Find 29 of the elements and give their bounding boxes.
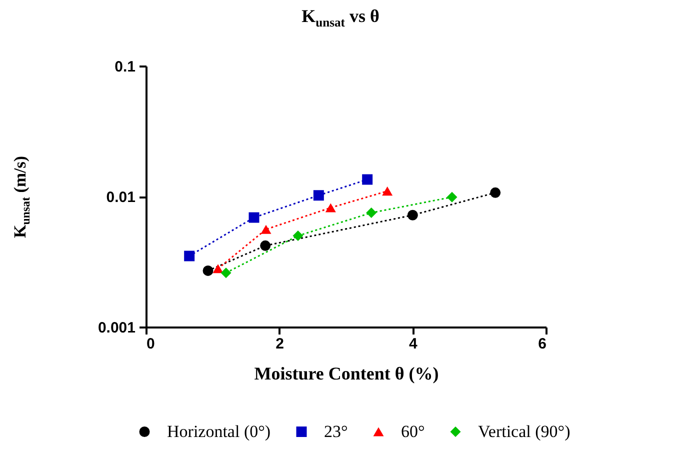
x-tick-label: 2 <box>276 336 284 352</box>
legend-label: Vertical (90°) <box>478 422 570 441</box>
point <box>260 240 271 251</box>
legend-label: 23° <box>324 422 348 441</box>
point <box>248 212 260 223</box>
chart-title: K$_{unsat}$ vs θ <box>300 6 380 31</box>
y-tick-label: 0.001 <box>98 320 136 336</box>
point <box>490 187 501 198</box>
point <box>362 174 373 185</box>
point <box>260 224 272 234</box>
point <box>325 203 336 212</box>
point <box>313 190 324 201</box>
x-tick-label: 4 <box>408 336 418 352</box>
legend-label: 60° <box>401 422 425 441</box>
point <box>184 250 195 262</box>
point <box>212 264 224 274</box>
legend-label: Horizontal (0°) <box>167 422 271 441</box>
point <box>382 186 393 196</box>
y-tick-label: 0.1 <box>114 58 136 76</box>
x-tick-label: 0 <box>146 336 155 352</box>
point <box>220 268 232 278</box>
point <box>202 265 214 276</box>
point <box>292 230 304 242</box>
y-tick-label: 0.01 <box>106 189 136 206</box>
point <box>446 192 458 202</box>
x-axis-title: Moisture Content θ (%) <box>254 364 439 384</box>
point <box>366 208 377 218</box>
x-tick-label: 6 <box>538 336 546 352</box>
point <box>407 210 418 220</box>
